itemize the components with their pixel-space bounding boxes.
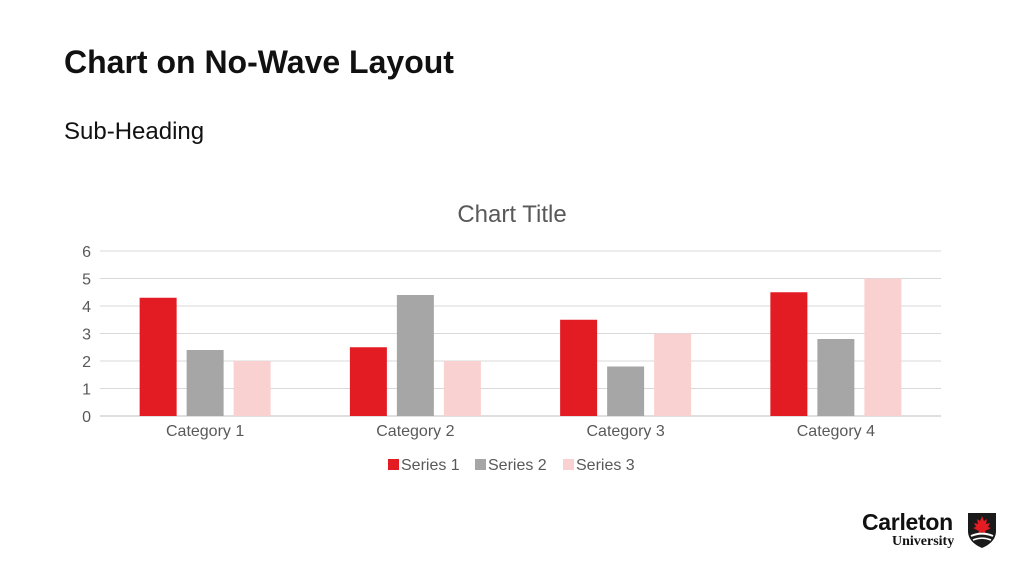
y-tick-label: 0 [82,409,91,426]
legend-swatch [563,459,574,470]
legend-swatch [388,459,399,470]
maple-leaf-shield-icon [968,513,996,548]
x-tick-label: Category 2 [376,423,454,440]
bar-series3-category2 [443,361,481,416]
legend-label: Series 1 [401,457,460,474]
bar-series1-category4 [770,292,808,416]
bar-series3-category3 [654,333,692,416]
y-tick-label: 5 [82,272,91,289]
bar-series2-category1 [186,350,224,416]
logo-name-line1: Carleton [862,509,953,535]
bar-series3-category1 [233,361,271,416]
x-tick-label: Category 4 [797,423,875,440]
bar-series1-category1 [139,297,177,416]
bar-series2-category2 [396,295,434,416]
y-tick-label: 2 [82,354,91,371]
logo-name-line2: University [892,534,955,549]
x-tick-label: Category 3 [586,423,664,440]
chart-title: Chart Title [457,201,566,228]
bar-series1-category2 [349,347,387,416]
bar-series3-category4 [864,278,902,416]
bar-series2-category3 [607,366,645,416]
carleton-university-logo: Carleton University [862,509,1002,553]
slide-title: Chart on No-Wave Layout [64,44,454,80]
legend-label: Series 3 [576,457,635,474]
bar-series2-category4 [817,339,855,416]
legend-label: Series 2 [488,457,547,474]
y-tick-label: 1 [82,382,91,399]
y-tick-label: 6 [82,244,91,261]
y-tick-label: 3 [82,327,91,344]
bar-series1-category3 [560,319,598,416]
y-tick-label: 4 [82,299,91,316]
legend-swatch [475,459,486,470]
slide-subtitle: Sub-Heading [64,118,205,145]
x-tick-label: Category 1 [166,423,244,440]
